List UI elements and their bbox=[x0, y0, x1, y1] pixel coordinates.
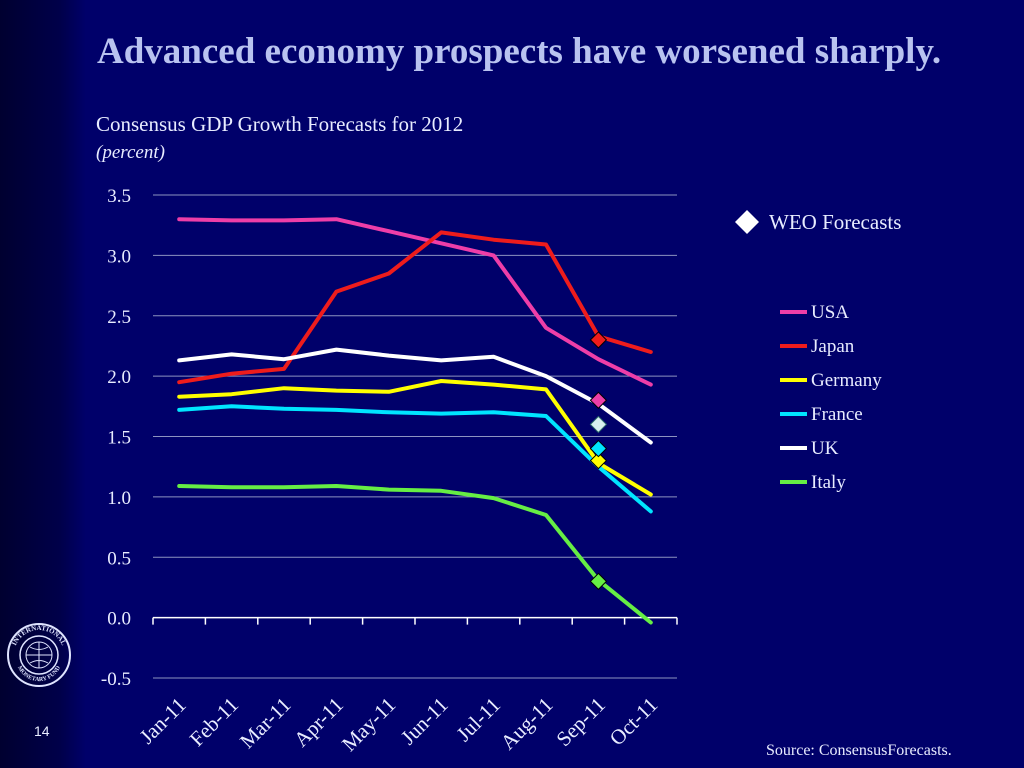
chart-subtitle: (percent) bbox=[96, 142, 165, 163]
y-tick-label: 0.5 bbox=[107, 548, 131, 569]
legend-label-usa: USA bbox=[811, 302, 849, 323]
x-tick-label: Sep-11 bbox=[551, 693, 609, 751]
weo-forecast-marker-japan bbox=[589, 331, 608, 349]
y-tick-label: -0.5 bbox=[101, 669, 131, 690]
y-tick-label: 3.0 bbox=[107, 246, 131, 267]
weo-forecast-marker-germany bbox=[589, 451, 608, 470]
series-line-italy bbox=[177, 484, 653, 625]
series-line-uk bbox=[177, 347, 653, 445]
legend-label-italy: Italy bbox=[811, 472, 846, 493]
series-line-usa bbox=[177, 217, 653, 387]
x-tick-label: Apr-11 bbox=[289, 693, 348, 752]
series-line-germany bbox=[177, 379, 653, 497]
legend-label-germany: Germany bbox=[811, 370, 882, 391]
x-tick-label: Jun-11 bbox=[396, 693, 453, 750]
x-tick-label: Aug-11 bbox=[496, 693, 558, 755]
weo-forecast-marker-italy bbox=[589, 572, 608, 591]
y-tick-label: 2.0 bbox=[107, 367, 131, 388]
series-line-japan bbox=[177, 230, 653, 385]
left-decorative-band bbox=[0, 0, 86, 768]
source-note: Source: ConsensusForecasts. bbox=[766, 742, 952, 759]
weo-forecast-marker-usa bbox=[589, 391, 608, 409]
legend-weo-marker bbox=[735, 210, 759, 234]
legend-label-uk: UK bbox=[811, 438, 839, 459]
y-tick-label: 0.0 bbox=[107, 609, 131, 630]
x-tick-label: May-11 bbox=[337, 693, 400, 756]
weo-forecast-marker-uk bbox=[589, 415, 608, 434]
y-tick-label: 1.0 bbox=[107, 488, 131, 509]
x-tick-label: Jan-11 bbox=[135, 693, 191, 749]
legend-weo-label: WEO Forecasts bbox=[769, 210, 901, 234]
series-line-france bbox=[177, 404, 653, 514]
y-tick-label: 2.5 bbox=[107, 307, 131, 328]
page-number: 14 bbox=[34, 723, 50, 739]
slide-title: Advanced economy prospects have worsened… bbox=[97, 31, 942, 72]
x-tick-label: Oct-11 bbox=[605, 693, 663, 751]
x-tick-label: Mar-11 bbox=[235, 693, 296, 754]
y-tick-label: 1.5 bbox=[107, 428, 131, 449]
x-tick-label: Feb-11 bbox=[185, 693, 243, 751]
chart-title: Consensus GDP Growth Forecasts for 2012 bbox=[96, 112, 464, 136]
y-tick-label: 3.5 bbox=[107, 186, 131, 207]
weo-forecast-marker-france bbox=[589, 439, 608, 458]
legend-label-japan: Japan bbox=[811, 336, 855, 357]
legend-label-france: France bbox=[811, 404, 863, 425]
